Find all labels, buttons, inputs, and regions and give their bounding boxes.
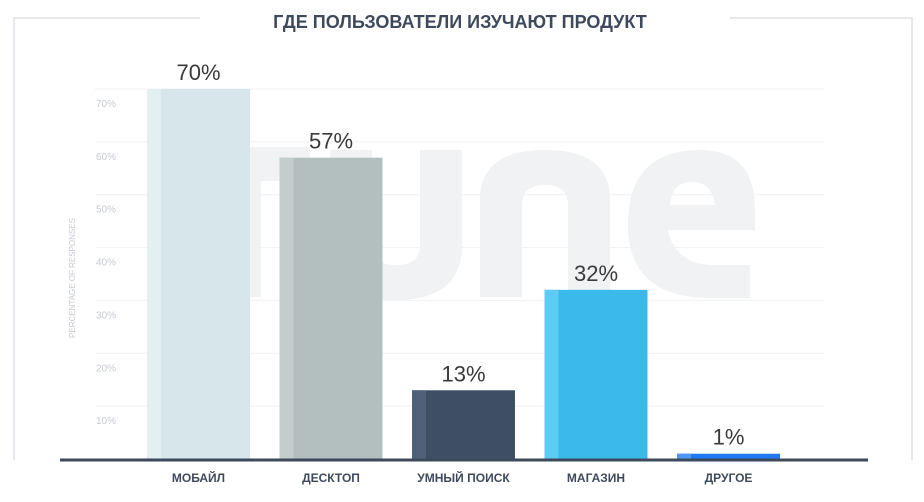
bars bbox=[147, 89, 780, 459]
bar-shade bbox=[412, 390, 426, 459]
watermark-logo bbox=[165, 147, 755, 300]
bar-shade bbox=[544, 289, 559, 459]
y-tick-label: 50% bbox=[96, 205, 116, 216]
value-label: 13% bbox=[441, 361, 485, 386]
value-label: 57% bbox=[309, 129, 353, 154]
bar bbox=[544, 289, 648, 459]
y-tick-label: 10% bbox=[96, 416, 116, 427]
bar-shade bbox=[147, 89, 161, 459]
category-label: УМНЫЙ ПОИСК bbox=[417, 470, 510, 485]
frame-right-line bbox=[730, 17, 913, 460]
y-tick-label: 30% bbox=[96, 310, 116, 321]
category-label: МОБАЙЛ bbox=[172, 470, 225, 485]
y-tick-label: 60% bbox=[96, 152, 116, 163]
y-tick-label: 40% bbox=[96, 258, 116, 269]
watermark-shape bbox=[628, 150, 755, 298]
y-tick-label: 70% bbox=[96, 99, 116, 110]
category-label: ДЕСКТОП bbox=[302, 471, 360, 485]
bar bbox=[412, 390, 515, 459]
y-tick-label: 20% bbox=[96, 363, 116, 374]
value-label: 1% bbox=[713, 425, 745, 450]
labels: 10% 20% 30% 40% 50% 60% 70% 70% МОБАЙЛ 57% ДЕСКТОП… bbox=[96, 60, 752, 485]
bar-shade bbox=[677, 453, 691, 459]
value-label: 32% bbox=[574, 261, 618, 286]
watermark-shape bbox=[480, 150, 610, 297]
bar bbox=[677, 453, 780, 459]
bar bbox=[279, 157, 383, 459]
category-label: МАГАЗИН bbox=[567, 471, 625, 485]
category-label: ДРУГОЕ bbox=[705, 471, 753, 485]
frame-left-line bbox=[13, 17, 200, 460]
value-label: 70% bbox=[176, 60, 220, 85]
bar bbox=[147, 89, 250, 459]
chart-title: ГДЕ ПОЛЬЗОВАТЕЛИ ИЗУЧАЮТ ПРОДУКТ bbox=[273, 12, 647, 32]
chart-frame bbox=[13, 17, 913, 460]
bar-shade bbox=[279, 157, 294, 459]
y-axis-label: PERCENTAGE OF RESPONSES bbox=[68, 218, 77, 338]
